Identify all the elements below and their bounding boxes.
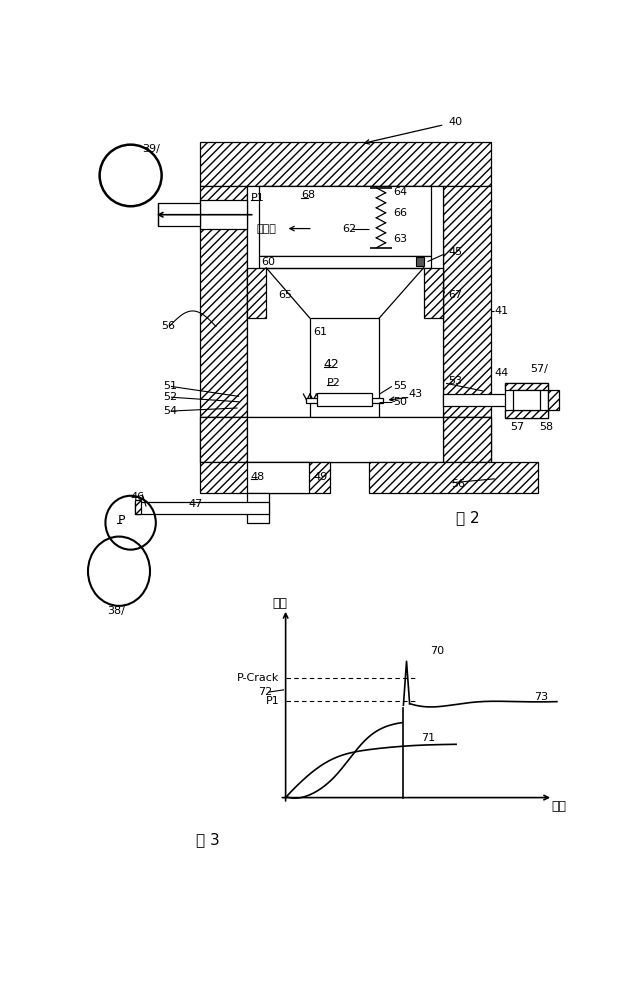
Bar — [369, 462, 538, 493]
Text: 40: 40 — [448, 117, 462, 127]
Bar — [443, 394, 553, 406]
Text: 输出流: 输出流 — [256, 224, 276, 234]
Bar — [247, 186, 443, 417]
Bar — [247, 268, 266, 318]
Text: 72: 72 — [259, 687, 273, 697]
Bar — [200, 462, 330, 493]
Bar — [247, 462, 309, 493]
Text: 51: 51 — [163, 381, 177, 391]
Text: 46: 46 — [130, 492, 144, 502]
Bar — [443, 186, 491, 417]
Bar — [309, 318, 379, 417]
Text: 73: 73 — [534, 692, 548, 702]
Text: P2: P2 — [327, 378, 340, 388]
Text: 63: 63 — [394, 234, 408, 244]
Bar — [416, 257, 424, 266]
Bar — [505, 410, 548, 418]
Bar — [200, 142, 491, 186]
Bar — [135, 502, 268, 514]
Text: 图 2: 图 2 — [456, 510, 480, 525]
Bar — [158, 203, 200, 226]
Text: 57/: 57/ — [530, 364, 548, 374]
Text: 54: 54 — [163, 406, 177, 416]
Text: 53: 53 — [448, 376, 462, 386]
Text: 70: 70 — [431, 646, 445, 656]
Bar — [135, 500, 141, 514]
Text: 39/: 39/ — [143, 144, 160, 154]
Text: 时间: 时间 — [551, 800, 566, 813]
Text: 67: 67 — [448, 290, 462, 300]
Text: P1: P1 — [266, 696, 279, 706]
Text: 61: 61 — [313, 327, 327, 337]
Text: 45: 45 — [448, 247, 462, 257]
Bar — [424, 268, 443, 318]
Text: 图 3: 图 3 — [196, 832, 220, 847]
Text: 49: 49 — [313, 472, 328, 482]
Text: P-Crack: P-Crack — [237, 673, 279, 683]
Text: 62: 62 — [342, 224, 356, 234]
Bar — [505, 383, 548, 418]
Bar — [259, 256, 431, 268]
Bar — [259, 186, 431, 256]
Text: 58: 58 — [539, 422, 553, 432]
Text: 43: 43 — [409, 389, 423, 399]
Bar — [200, 417, 247, 462]
Text: 57: 57 — [510, 422, 525, 432]
Text: 55: 55 — [394, 381, 408, 391]
Text: 71: 71 — [421, 733, 435, 743]
Text: 50: 50 — [394, 397, 408, 407]
Text: 压力: 压力 — [272, 597, 287, 610]
Bar — [443, 417, 491, 462]
Bar — [306, 398, 383, 403]
Bar — [548, 390, 559, 410]
Text: 66: 66 — [394, 208, 408, 218]
Bar — [200, 200, 247, 229]
Bar — [247, 493, 268, 523]
Text: 47: 47 — [189, 499, 203, 509]
Bar — [200, 417, 491, 462]
Text: 44: 44 — [495, 368, 509, 378]
Text: 60: 60 — [261, 257, 275, 267]
Text: P: P — [117, 514, 125, 527]
Text: 41: 41 — [495, 306, 509, 316]
Text: 56: 56 — [162, 321, 176, 331]
Text: 48: 48 — [251, 472, 265, 482]
Text: 42: 42 — [324, 358, 340, 371]
Bar — [317, 393, 372, 406]
Bar — [247, 417, 443, 462]
Bar — [505, 383, 548, 390]
Text: 38/: 38/ — [107, 606, 125, 616]
Text: 56: 56 — [451, 479, 465, 489]
Text: 65: 65 — [278, 290, 292, 300]
Text: 68: 68 — [301, 190, 315, 200]
Text: 52: 52 — [163, 392, 177, 402]
Bar — [200, 186, 247, 417]
Text: 64: 64 — [394, 187, 408, 197]
Text: P1: P1 — [251, 193, 265, 203]
Bar — [513, 390, 540, 410]
